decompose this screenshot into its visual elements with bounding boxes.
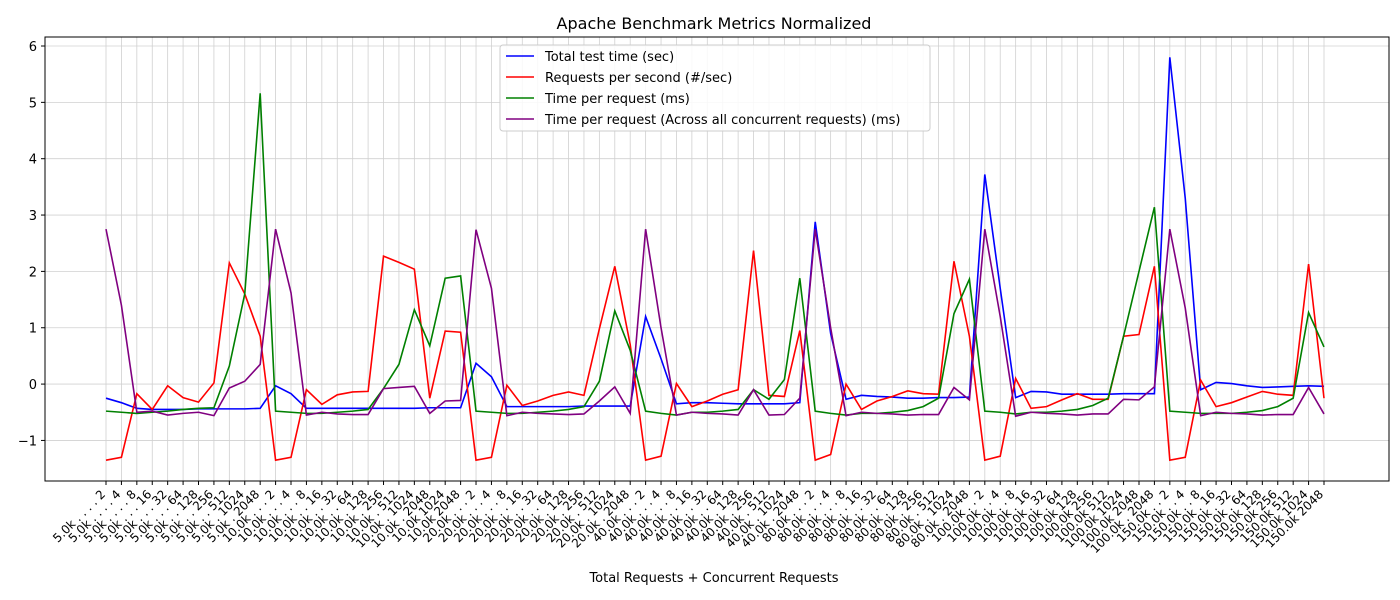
y-tick-label: −1 xyxy=(18,434,37,449)
legend-label: Time per request (Across all concurrent … xyxy=(544,113,900,128)
y-tick-label: 4 xyxy=(29,153,37,168)
y-tick-label: 3 xyxy=(29,209,37,224)
y-tick-label: 1 xyxy=(29,322,37,337)
series-line xyxy=(105,93,1325,416)
series-line xyxy=(105,228,1325,418)
chart-title: Apache Benchmark Metrics Normalized xyxy=(557,14,872,33)
plot-frame xyxy=(44,36,1390,482)
series-line xyxy=(105,57,1325,411)
y-tick-label: 0 xyxy=(29,378,37,393)
y-tick-label: 2 xyxy=(29,265,37,280)
legend-label: Requests per second (#/sec) xyxy=(545,71,732,86)
legend-box xyxy=(499,44,931,132)
y-tick-label: 6 xyxy=(29,40,37,55)
legend-label: Total test time (sec) xyxy=(544,50,674,65)
x-axis-label: Total Requests + Concurrent Requests xyxy=(588,571,838,586)
y-tick-label: 5 xyxy=(29,96,37,111)
legend-label: Time per request (ms) xyxy=(544,92,690,107)
